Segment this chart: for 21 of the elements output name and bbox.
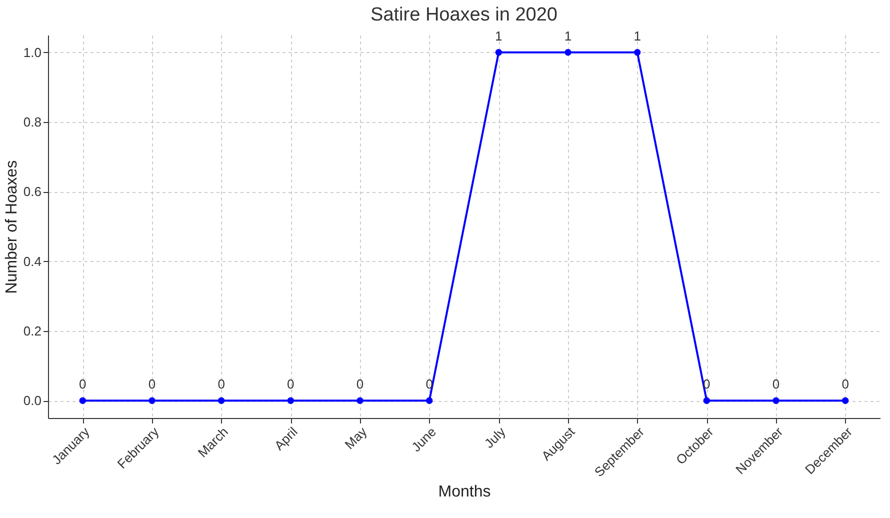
- data-label: 1: [495, 28, 502, 44]
- x-tick-label: May: [342, 424, 370, 452]
- data-label: 0: [356, 376, 364, 392]
- y-tick-label: 0.6: [23, 184, 42, 200]
- x-axis-title: Months: [438, 484, 491, 501]
- y-tick-label: 1.0: [23, 44, 42, 60]
- data-label: 0: [148, 376, 156, 392]
- data-label: 0: [287, 376, 294, 392]
- y-tick-label: 0.4: [23, 254, 42, 269]
- y-tick-label: 0.8: [23, 114, 42, 130]
- data-label: 0: [218, 376, 225, 392]
- data-label: 0: [79, 376, 86, 392]
- data-label: 1: [564, 28, 572, 44]
- chart-title: Satire Hoaxes in 2020: [370, 4, 558, 26]
- data-label: 1: [634, 28, 641, 44]
- y-axis-title: Number of Hoaxes: [3, 160, 20, 294]
- data-label: 0: [842, 376, 849, 392]
- data-label: 0: [772, 376, 780, 392]
- y-tick-label: 0.2: [23, 323, 42, 338]
- y-tick-label: 0.0: [23, 393, 42, 408]
- x-tick-label: July: [481, 424, 509, 452]
